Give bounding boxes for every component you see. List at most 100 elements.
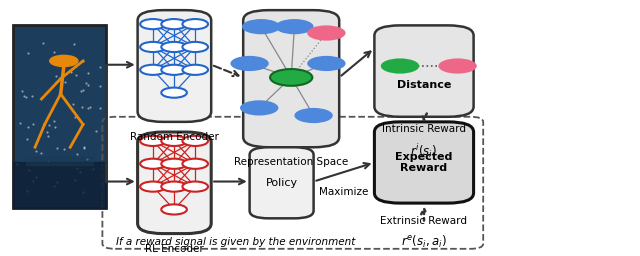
Point — [31, 149, 41, 153]
Point — [28, 179, 38, 183]
Circle shape — [50, 55, 78, 67]
Point — [71, 73, 81, 77]
Point — [72, 166, 82, 170]
Point — [95, 84, 105, 88]
Point — [76, 89, 86, 93]
Point — [83, 71, 93, 75]
Point — [49, 50, 59, 55]
Circle shape — [182, 65, 208, 75]
Point — [23, 125, 33, 130]
Point — [43, 160, 53, 164]
Circle shape — [270, 69, 312, 86]
Point — [67, 59, 77, 63]
Point — [42, 130, 52, 134]
Circle shape — [161, 65, 187, 75]
FancyBboxPatch shape — [243, 10, 339, 147]
Point — [78, 59, 88, 63]
Point — [95, 106, 106, 110]
Point — [22, 189, 32, 193]
Point — [51, 146, 61, 150]
FancyBboxPatch shape — [138, 10, 211, 122]
Text: Policy: Policy — [266, 178, 298, 188]
Circle shape — [161, 42, 187, 52]
Circle shape — [182, 19, 208, 29]
Bar — [13, 25, 106, 208]
Text: If a reward signal is given by the environment: If a reward signal is given by the envir… — [116, 238, 355, 248]
Point — [79, 145, 89, 150]
Point — [17, 89, 27, 93]
Text: $r^{e}(s_i, a_i)$: $r^{e}(s_i, a_i)$ — [401, 233, 447, 250]
Text: Random Encoder: Random Encoder — [130, 132, 219, 142]
Circle shape — [230, 56, 269, 71]
Point — [70, 115, 80, 119]
Point — [23, 51, 33, 56]
Circle shape — [140, 19, 166, 29]
Circle shape — [140, 159, 166, 169]
Point — [31, 175, 41, 179]
Point — [60, 80, 70, 84]
Circle shape — [438, 58, 477, 74]
Text: Extrinsic Reward: Extrinsic Reward — [381, 216, 467, 226]
Text: Intrinsic Reward: Intrinsic Reward — [382, 124, 466, 134]
Circle shape — [240, 100, 278, 115]
Point — [70, 178, 80, 182]
Circle shape — [161, 136, 187, 146]
Point — [51, 80, 61, 84]
Circle shape — [140, 136, 166, 146]
Circle shape — [294, 108, 333, 123]
Point — [44, 123, 54, 127]
Circle shape — [381, 58, 419, 74]
Point — [59, 147, 69, 151]
Point — [85, 104, 95, 109]
Circle shape — [182, 136, 208, 146]
Point — [39, 123, 49, 127]
Circle shape — [161, 88, 187, 98]
Point — [36, 151, 46, 155]
Point — [19, 93, 29, 98]
Point — [68, 102, 79, 106]
FancyBboxPatch shape — [138, 132, 211, 233]
Circle shape — [182, 159, 208, 169]
Point — [15, 121, 25, 125]
Text: Expected
Reward: Expected Reward — [396, 152, 452, 173]
Point — [77, 105, 87, 110]
Point — [95, 65, 105, 69]
Circle shape — [242, 19, 280, 34]
Point — [28, 94, 38, 98]
Circle shape — [275, 19, 314, 34]
Point — [88, 167, 99, 171]
Point — [24, 168, 35, 172]
Point — [78, 190, 88, 194]
Circle shape — [161, 182, 187, 192]
Point — [83, 106, 93, 110]
Point — [43, 133, 53, 137]
Point — [79, 146, 89, 150]
Circle shape — [161, 204, 187, 215]
FancyBboxPatch shape — [250, 147, 314, 218]
Text: $r^{i}(s_i)$: $r^{i}(s_i)$ — [410, 142, 438, 160]
Circle shape — [140, 182, 166, 192]
FancyBboxPatch shape — [374, 25, 474, 117]
Circle shape — [161, 159, 187, 169]
Text: Distance: Distance — [397, 80, 451, 90]
Point — [49, 184, 60, 188]
Point — [77, 88, 88, 92]
Point — [50, 125, 60, 129]
Point — [76, 169, 86, 174]
Point — [12, 162, 22, 166]
Point — [28, 122, 38, 126]
Text: Maximize: Maximize — [319, 187, 369, 197]
Point — [38, 41, 48, 45]
Point — [68, 42, 79, 46]
Circle shape — [140, 42, 166, 52]
Point — [20, 95, 31, 99]
Circle shape — [307, 56, 346, 71]
Point — [22, 136, 33, 141]
Point — [91, 129, 101, 133]
Point — [52, 180, 62, 184]
Circle shape — [307, 25, 346, 41]
Circle shape — [182, 42, 208, 52]
Point — [51, 74, 61, 78]
Circle shape — [140, 65, 166, 75]
Point — [81, 81, 91, 85]
